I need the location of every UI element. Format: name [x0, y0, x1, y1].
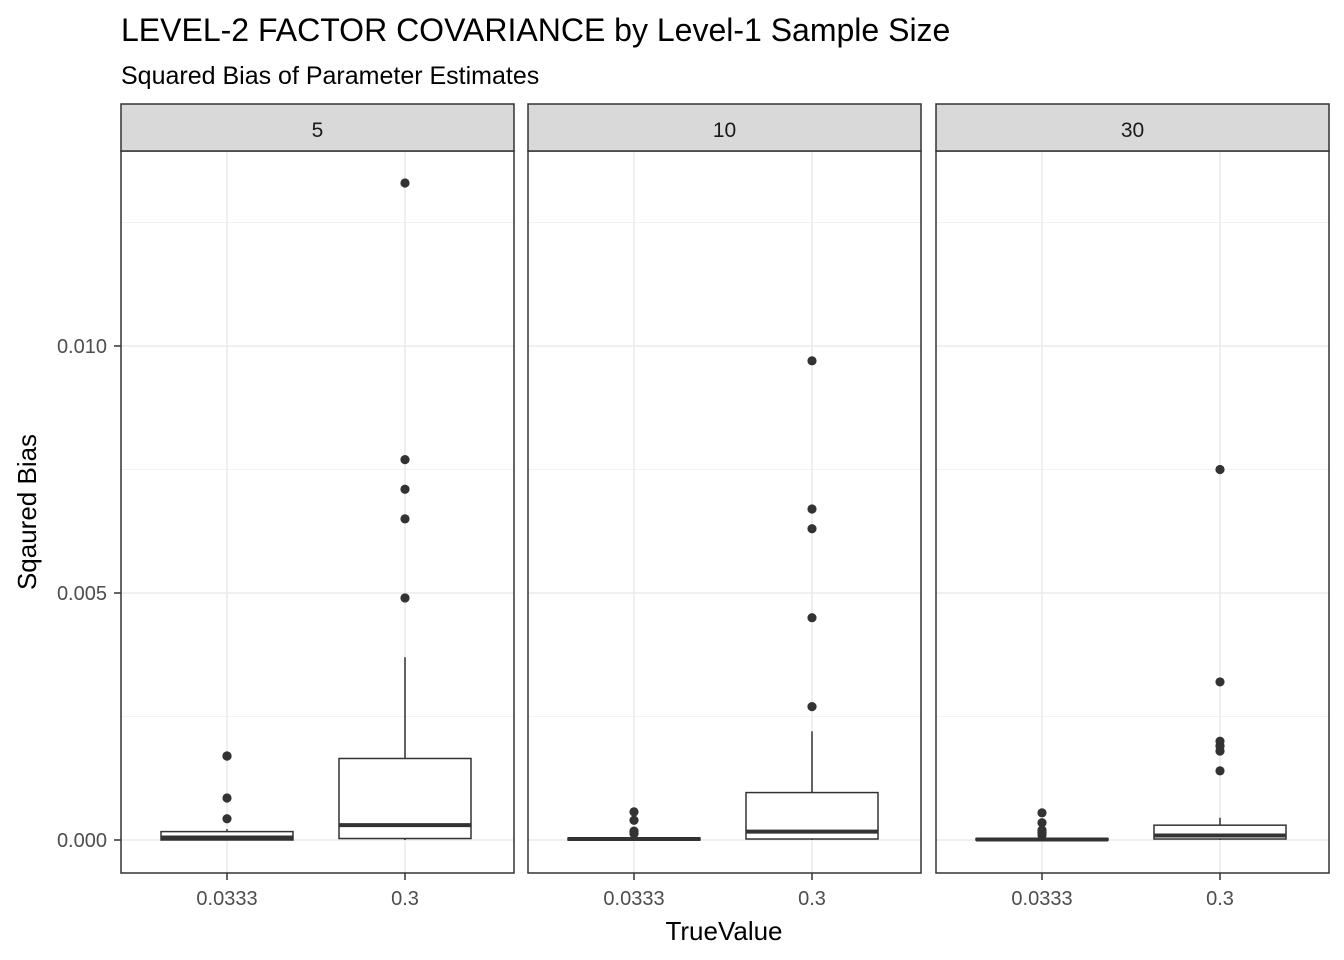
- x-tick-label: 0.0333: [196, 888, 257, 910]
- x-tick-label: 0.3: [798, 888, 826, 910]
- y-axis-label: Sqaured Bias: [12, 434, 42, 590]
- outlier-point: [222, 751, 232, 761]
- facet-panel: 10 0.0333 0.3: [527, 103, 922, 910]
- box-0.3: [745, 356, 879, 840]
- panel-background: [936, 151, 1329, 873]
- x-tick-label: 0.0333: [1011, 888, 1072, 910]
- facet-panels: 5 0.0333 0.3 10 0.0333 0.3 30 0.0333 0.3: [120, 103, 1330, 910]
- outlier-point: [1037, 808, 1047, 818]
- outlier-point: [1037, 825, 1047, 835]
- outlier-point: [1215, 677, 1225, 687]
- outlier-point: [807, 613, 817, 623]
- chart-title: LEVEL-2 FACTOR COVARIANCE by Level-1 Sam…: [121, 12, 950, 48]
- facet-strip: [120, 103, 515, 152]
- y-tick-label: 0.000: [57, 830, 107, 852]
- facet-strip: [935, 103, 1330, 152]
- outlier-point: [807, 356, 817, 366]
- outlier-point: [807, 504, 817, 514]
- y-tick-label: 0.005: [57, 583, 107, 605]
- box-0.0333: [567, 807, 701, 842]
- outlier-point: [400, 593, 410, 603]
- outlier-point: [1215, 736, 1225, 746]
- facet-strip: [527, 103, 922, 152]
- outlier-point: [1037, 818, 1047, 828]
- x-tick-label: 0.0333: [603, 888, 664, 910]
- facet-strip-label: 10: [713, 119, 736, 142]
- box-0.3: [338, 178, 472, 840]
- outlier-point: [400, 178, 410, 188]
- panel-background: [121, 151, 514, 873]
- y-tick-label: 0.010: [57, 336, 107, 358]
- outlier-point: [222, 814, 232, 824]
- chart-subtitle: Squared Bias of Parameter Estimates: [121, 62, 539, 90]
- outlier-point: [807, 702, 817, 712]
- outlier-point: [629, 826, 639, 836]
- box-0.0333: [160, 751, 294, 841]
- x-axis-label: TrueValue: [665, 916, 782, 946]
- outlier-point: [1215, 766, 1225, 776]
- outlier-point: [1215, 464, 1225, 475]
- panel-background: [528, 151, 921, 873]
- x-tick-label: 0.3: [391, 888, 419, 910]
- outlier-point: [400, 484, 410, 494]
- outlier-point: [222, 793, 232, 803]
- outlier-point: [400, 514, 410, 524]
- facet-strip-label: 30: [1121, 119, 1144, 142]
- outlier-point: [629, 815, 639, 825]
- facet-panel: 30 0.0333 0.3: [935, 103, 1330, 910]
- outlier-point: [629, 807, 639, 817]
- y-axis: 0.000 0.005 0.010: [57, 336, 121, 852]
- outlier-point: [400, 455, 410, 465]
- outlier-point: [807, 524, 817, 534]
- facet-strip-label: 5: [312, 119, 324, 142]
- box-0.0333: [975, 808, 1109, 842]
- box-0.3: [1153, 464, 1287, 840]
- x-tick-label: 0.3: [1206, 888, 1234, 910]
- facet-panel: 5 0.0333 0.3: [120, 103, 515, 910]
